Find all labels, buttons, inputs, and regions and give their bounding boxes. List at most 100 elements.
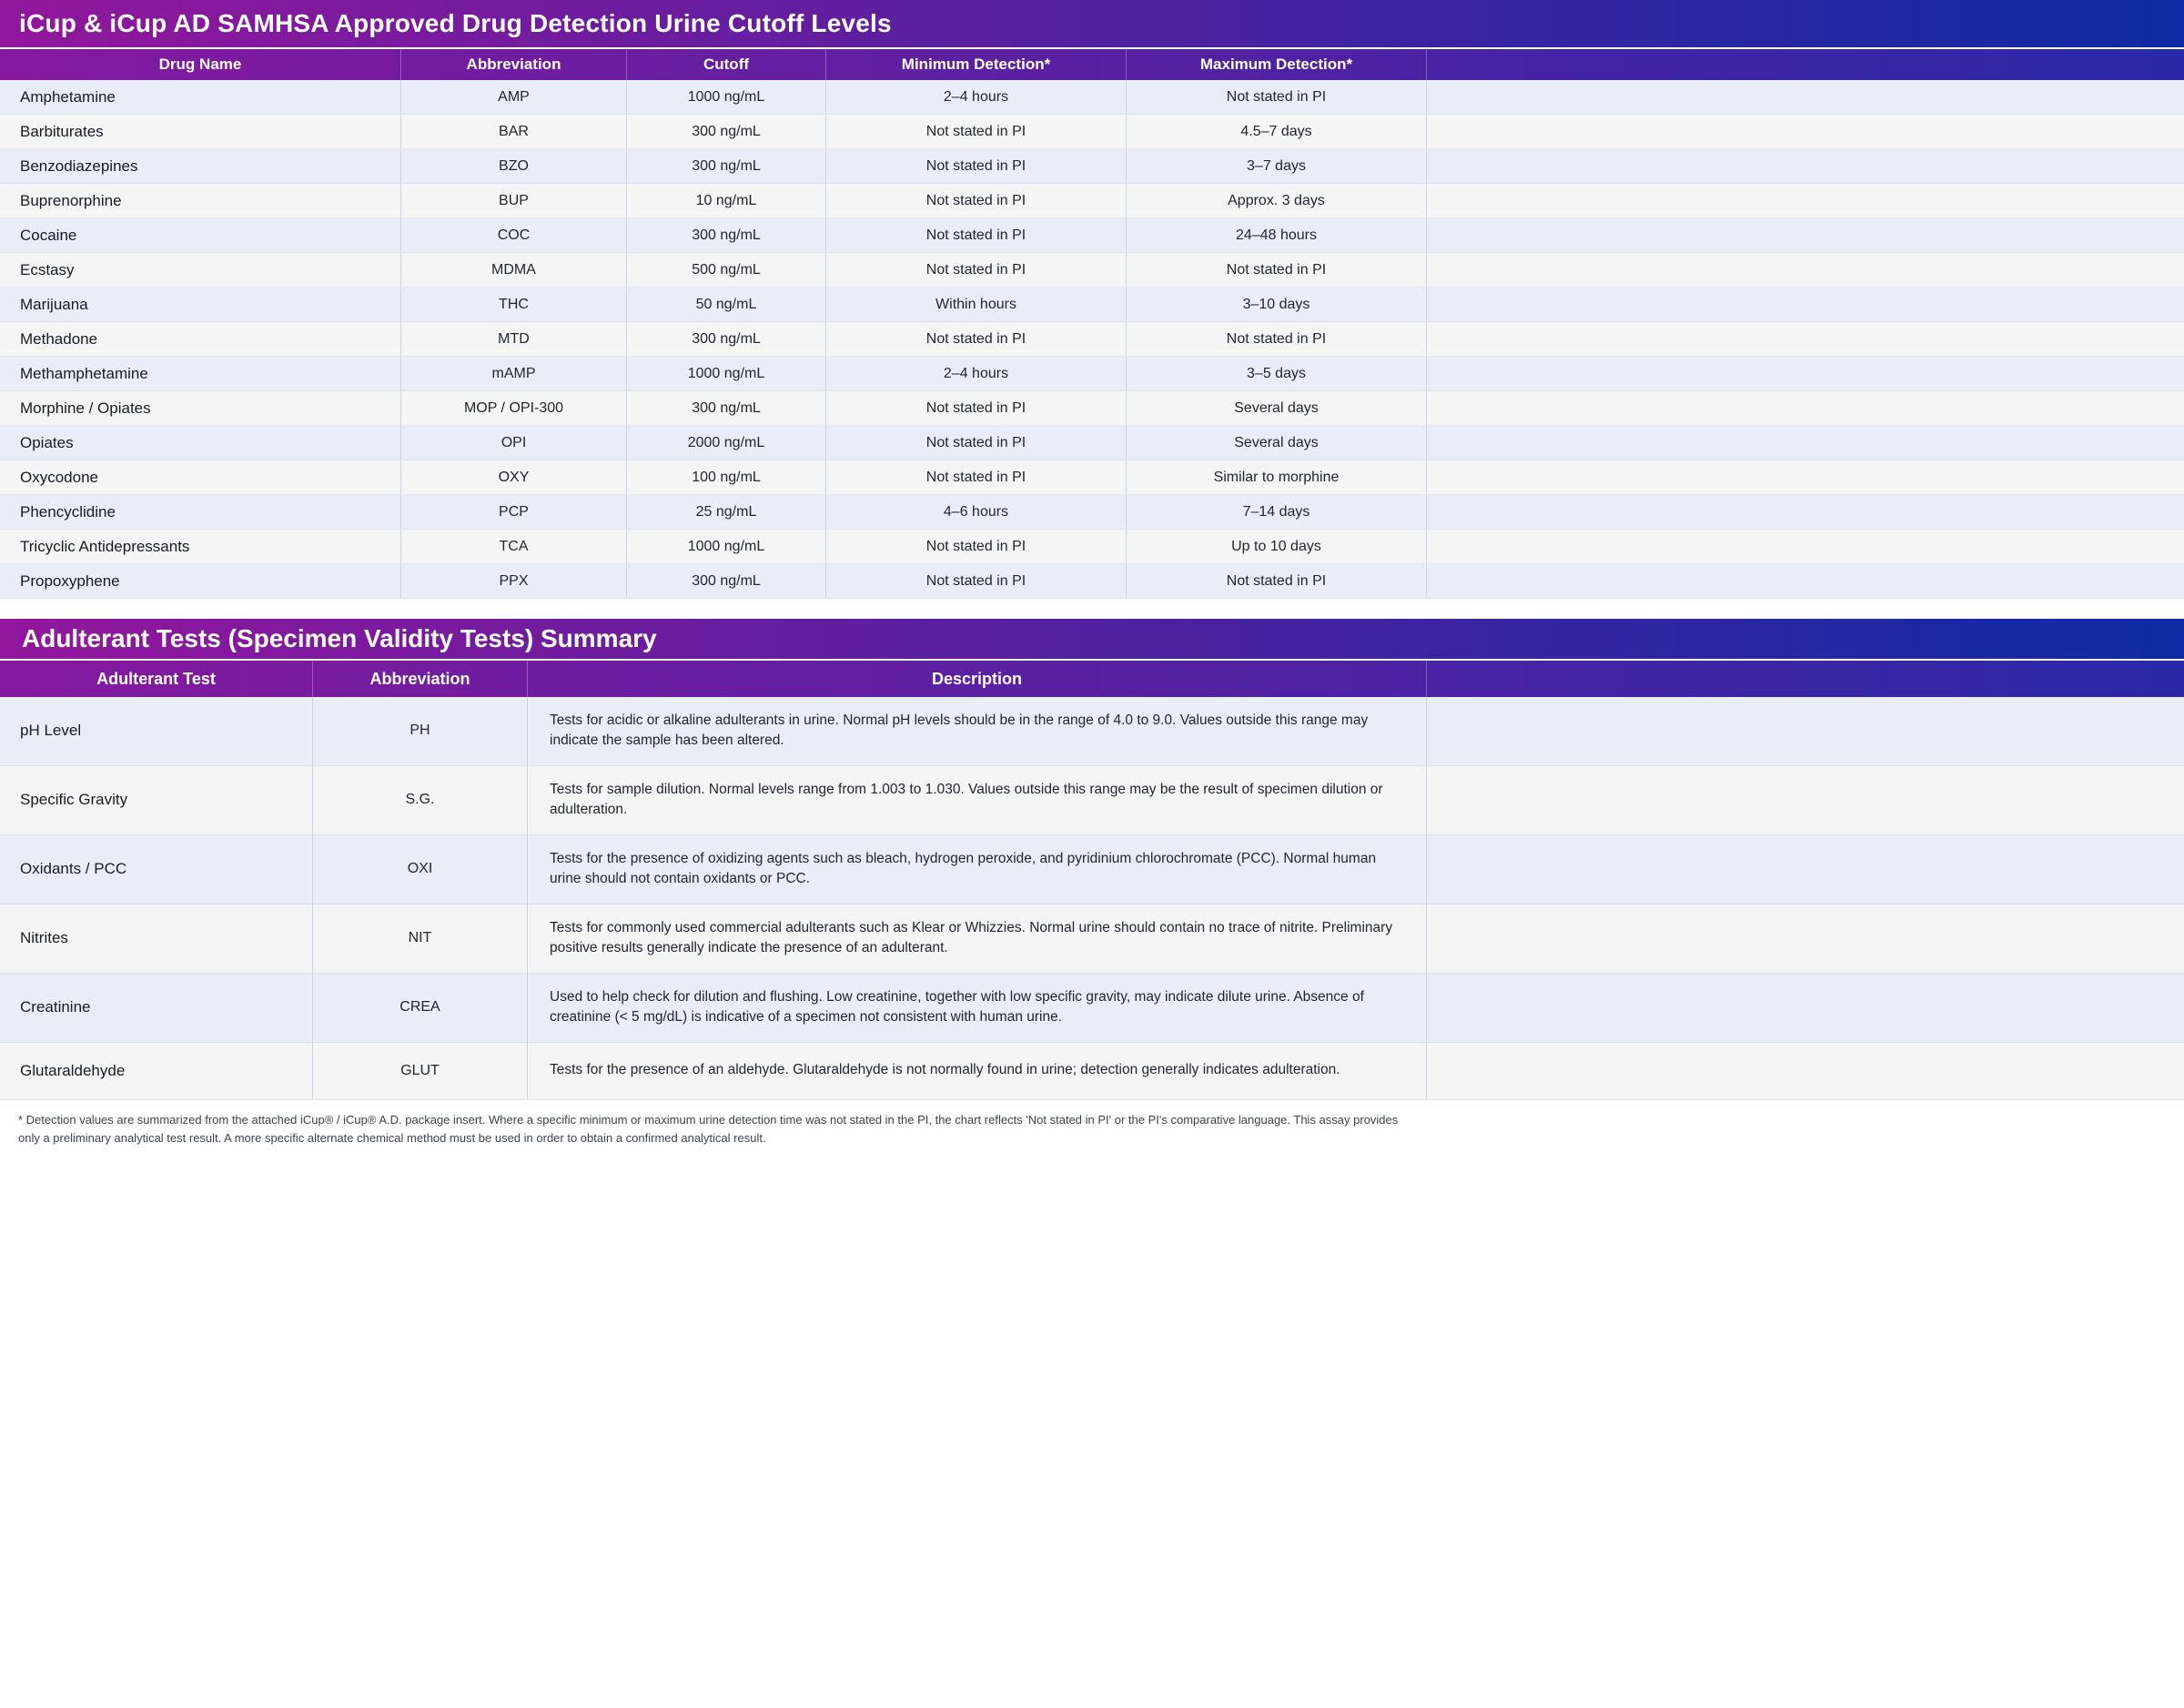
row-filler-cell [1427, 115, 2184, 148]
drug-name-cell: Opiates [0, 426, 401, 460]
drug-cutoff-cell: 1000 ng/mL [627, 530, 826, 563]
adulterant-table-header-test: Adulterant Test [0, 661, 313, 697]
drug-abbreviation-cell: THC [401, 288, 627, 321]
adulterant-table-body: pH Level PH Tests for acidic or alkaline a… [0, 697, 2184, 1100]
adulterant-table-row: Specific Gravity S.G. Tests for sample dil… [0, 765, 2184, 835]
adulterant-abbreviation-cell: OXI [313, 834, 528, 904]
drug-table-header-filler [1427, 49, 2184, 80]
adulterant-table-row: Glutaraldehyde GLUT Tests for the presence… [0, 1042, 2184, 1100]
adulterant-test-cell: Oxidants / PCC [0, 834, 313, 904]
drug-name-cell: Buprenorphine [0, 184, 401, 217]
adulterant-abbreviation-cell: GLUT [313, 1042, 528, 1099]
drug-table-row: Methamphetamine mAMP 1000 ng/mL 2–4 hours 3–… [0, 357, 2184, 391]
min-detection-cell: 4–6 hours [826, 495, 1127, 529]
max-detection-cell: 3–5 days [1127, 357, 1427, 390]
drug-abbreviation-cell: OXY [401, 460, 627, 494]
footnote: * Detection values are summarized from t… [18, 1112, 1399, 1146]
max-detection-cell: Not stated in PI [1127, 253, 1427, 287]
min-detection-cell: Not stated in PI [826, 218, 1127, 252]
adulterant-table-row: Creatinine CREA Used to help check for dil… [0, 973, 2184, 1043]
drug-abbreviation-cell: TCA [401, 530, 627, 563]
adulterant-abbreviation-cell: NIT [313, 904, 528, 973]
adulterant-table-row: pH Level PH Tests for acidic or alkaline a… [0, 697, 2184, 766]
drug-table-row: Amphetamine AMP 1000 ng/mL 2–4 hours Not sta… [0, 80, 2184, 115]
drug-name-cell: Phencyclidine [0, 495, 401, 529]
row-filler-cell [1427, 766, 2184, 834]
drug-name-cell: Barbiturates [0, 115, 401, 148]
drug-abbreviation-cell: mAMP [401, 357, 627, 390]
drug-table-row: Morphine / Opiates MOP / OPI-300 300 ng/mL… [0, 391, 2184, 426]
drug-table-row: Propoxyphene PPX 300 ng/mL Not stated in PI… [0, 564, 2184, 599]
drug-table-header-abbreviation: Abbreviation [401, 49, 627, 80]
min-detection-cell: Not stated in PI [826, 426, 1127, 460]
row-filler-cell [1427, 149, 2184, 183]
adulterant-table-header-description: Description [528, 661, 1427, 697]
drug-table-row: Cocaine COC 300 ng/mL Not stated in PI 24–48… [0, 218, 2184, 253]
max-detection-cell: 3–7 days [1127, 149, 1427, 183]
drug-abbreviation-cell: MTD [401, 322, 627, 356]
row-filler-cell [1427, 357, 2184, 390]
adulterant-abbreviation-cell: CREA [313, 973, 528, 1042]
min-detection-cell: Not stated in PI [826, 149, 1127, 183]
row-filler-cell [1427, 288, 2184, 321]
row-filler-cell [1427, 253, 2184, 287]
page-title-bar: iCup & iCup AD SAMHSA Approved Drug Dete… [0, 0, 2184, 47]
drug-cutoff-cell: 300 ng/mL [627, 564, 826, 598]
drug-name-cell: Benzodiazepines [0, 149, 401, 183]
drug-cutoff-cell: 2000 ng/mL [627, 426, 826, 460]
drug-cutoff-cell: 100 ng/mL [627, 460, 826, 494]
adulterant-table-header-row: Adulterant Test Abbreviation Description [0, 661, 2184, 697]
row-filler-cell [1427, 1043, 2184, 1099]
drug-name-cell: Amphetamine [0, 80, 401, 114]
row-filler-cell [1427, 974, 2184, 1042]
row-filler-cell [1427, 184, 2184, 217]
adulterant-description-cell: Tests for the presence of oxidizing agen… [528, 834, 1427, 904]
drug-table-header-max-detection: Maximum Detection* [1127, 49, 1427, 80]
adulterant-table: Adulterant Test Abbreviation Description… [0, 661, 2184, 1100]
max-detection-cell: Not stated in PI [1127, 564, 1427, 598]
drug-abbreviation-cell: AMP [401, 80, 627, 114]
drug-name-cell: Tricyclic Antidepressants [0, 530, 401, 563]
drug-abbreviation-cell: MOP / OPI-300 [401, 391, 627, 425]
drug-table-row: Oxycodone OXY 100 ng/mL Not stated in PI Sim… [0, 460, 2184, 495]
drug-cutoff-cell: 50 ng/mL [627, 288, 826, 321]
max-detection-cell: 7–14 days [1127, 495, 1427, 529]
drug-name-cell: Cocaine [0, 218, 401, 252]
drug-abbreviation-cell: PCP [401, 495, 627, 529]
max-detection-cell: Approx. 3 days [1127, 184, 1427, 217]
max-detection-cell: Several days [1127, 426, 1427, 460]
min-detection-cell: Not stated in PI [826, 391, 1127, 425]
adulterant-test-cell: Creatinine [0, 973, 313, 1042]
adulterant-description-cell: Tests for the presence of an aldehyde. G… [528, 1042, 1427, 1099]
drug-table-row: Phencyclidine PCP 25 ng/mL 4–6 hours 7–14 da… [0, 495, 2184, 530]
max-detection-cell: Not stated in PI [1127, 80, 1427, 114]
row-filler-cell [1427, 905, 2184, 973]
drug-table-row: Benzodiazepines BZO 300 ng/mL Not stated in… [0, 149, 2184, 184]
drug-abbreviation-cell: BAR [401, 115, 627, 148]
drug-name-cell: Methamphetamine [0, 357, 401, 390]
drug-abbreviation-cell: OPI [401, 426, 627, 460]
drug-table-row: Methadone MTD 300 ng/mL Not stated in PI Not… [0, 322, 2184, 357]
drug-cutoff-cell: 500 ng/mL [627, 253, 826, 287]
adulterant-description-cell: Tests for commonly used commercial adult… [528, 904, 1427, 973]
max-detection-cell: Not stated in PI [1127, 322, 1427, 356]
adulterant-test-cell: Specific Gravity [0, 765, 313, 834]
row-filler-cell [1427, 530, 2184, 563]
drug-name-cell: Methadone [0, 322, 401, 356]
drug-table-row: Barbiturates BAR 300 ng/mL Not stated in PI… [0, 115, 2184, 149]
min-detection-cell: 2–4 hours [826, 80, 1127, 114]
drug-table-row: Ecstasy MDMA 500 ng/mL Not stated in PI Not … [0, 253, 2184, 288]
min-detection-cell: Within hours [826, 288, 1127, 321]
adulterant-description-cell: Used to help check for dilution and flus… [528, 973, 1427, 1042]
min-detection-cell: Not stated in PI [826, 253, 1127, 287]
drug-table-header-cutoff: Cutoff [627, 49, 826, 80]
row-filler-cell [1427, 697, 2184, 765]
drug-table-body: Amphetamine AMP 1000 ng/mL 2–4 hours Not sta… [0, 80, 2184, 599]
row-filler-cell [1427, 322, 2184, 356]
min-detection-cell: Not stated in PI [826, 184, 1127, 217]
drug-name-cell: Ecstasy [0, 253, 401, 287]
drug-table-row: Tricyclic Antidepressants TCA 1000 ng/mL No… [0, 530, 2184, 564]
adulterant-table-header-filler [1427, 661, 2184, 697]
row-filler-cell [1427, 460, 2184, 494]
